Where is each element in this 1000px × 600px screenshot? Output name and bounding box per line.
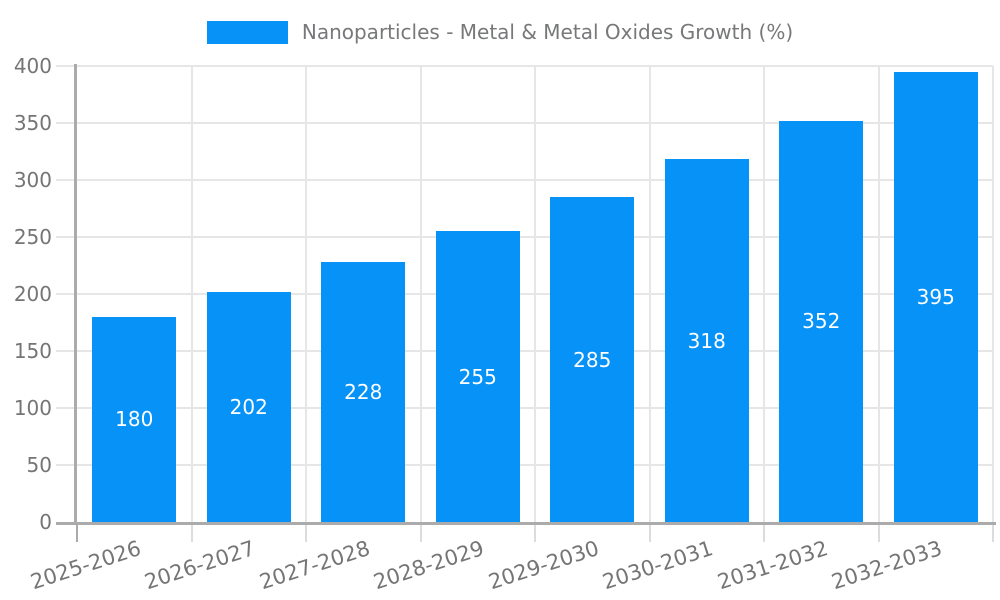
bar-value-label: 255 bbox=[458, 364, 497, 389]
gridline-vertical bbox=[419, 66, 422, 522]
y-axis-tick-label: 150 bbox=[13, 339, 52, 363]
x-axis-tick-label: 2026-2027 bbox=[141, 536, 259, 595]
bar-value-label: 285 bbox=[573, 347, 612, 372]
bar-2025-2026[interactable]: 180 bbox=[92, 316, 177, 522]
y-axis-tick-label: 300 bbox=[13, 168, 52, 192]
y-axis-tick-label: 350 bbox=[13, 111, 52, 135]
x-axis-tick-label: 2031-2032 bbox=[714, 536, 831, 595]
x-axis-tick bbox=[190, 525, 193, 542]
x-axis-tick bbox=[76, 525, 78, 542]
gridline-horizontal bbox=[56, 293, 993, 295]
x-axis-tick-label: 2025-2026 bbox=[27, 536, 144, 595]
x-axis-line bbox=[56, 522, 996, 525]
bar-value-label: 180 bbox=[115, 407, 154, 432]
x-axis-tick-label: 2027-2028 bbox=[256, 536, 373, 595]
bar-2030-2031[interactable]: 318 bbox=[664, 159, 749, 522]
bar-2026-2027[interactable]: 202 bbox=[206, 291, 291, 522]
bar-2028-2029[interactable]: 255 bbox=[435, 231, 520, 522]
gridline-vertical bbox=[877, 66, 880, 522]
legend-label: Nanoparticles - Metal & Metal Oxides Gro… bbox=[301, 20, 794, 44]
x-axis-tick-label: 2032-2033 bbox=[828, 536, 946, 595]
x-axis-tick bbox=[419, 525, 422, 542]
bar-value-label: 228 bbox=[344, 380, 383, 405]
gridline-vertical bbox=[534, 66, 536, 522]
x-axis-tick bbox=[763, 525, 765, 542]
gridline-vertical bbox=[305, 66, 307, 522]
gridline-vertical bbox=[648, 66, 651, 522]
y-axis-tick-label: 50 bbox=[26, 453, 52, 477]
gridline-horizontal bbox=[56, 350, 993, 352]
gridline-horizontal bbox=[56, 122, 993, 124]
x-axis-tick bbox=[305, 525, 307, 542]
bar-2027-2028[interactable]: 228 bbox=[321, 262, 406, 522]
gridline-horizontal bbox=[56, 464, 993, 466]
bar-2032-2033[interactable]: 395 bbox=[893, 71, 978, 522]
y-axis-line bbox=[74, 64, 77, 522]
x-axis-tick bbox=[648, 525, 651, 542]
x-axis-tick-label: 2029-2030 bbox=[485, 536, 602, 595]
gridline-horizontal bbox=[56, 236, 993, 238]
x-axis-tick bbox=[992, 525, 994, 542]
gridline-horizontal bbox=[56, 65, 993, 67]
bar-2029-2030[interactable]: 285 bbox=[550, 197, 635, 522]
x-axis-tick bbox=[877, 525, 880, 542]
y-axis-tick-label: 200 bbox=[13, 282, 52, 306]
bar-value-label: 352 bbox=[802, 309, 841, 334]
y-axis-tick-label: 100 bbox=[13, 396, 52, 420]
bar-2031-2032[interactable]: 352 bbox=[779, 120, 864, 522]
gridline-horizontal bbox=[56, 407, 993, 409]
gridline-vertical bbox=[190, 66, 193, 522]
gridline-vertical bbox=[763, 66, 765, 522]
y-axis-tick-label: 400 bbox=[13, 54, 52, 78]
x-axis-tick bbox=[534, 525, 536, 542]
bar-value-label: 395 bbox=[916, 284, 955, 309]
x-axis-tick-label: 2030-2031 bbox=[599, 536, 717, 595]
bar-value-label: 202 bbox=[229, 394, 268, 419]
gridline-vertical bbox=[992, 66, 994, 522]
y-axis-tick-label: 250 bbox=[13, 225, 52, 249]
bar-value-label: 318 bbox=[687, 328, 726, 353]
legend-swatch bbox=[206, 20, 288, 44]
x-axis-tick-label: 2028-2029 bbox=[370, 536, 488, 595]
legend[interactable]: Nanoparticles - Metal & Metal Oxides Gro… bbox=[0, 20, 1000, 44]
y-axis-tick-label: 0 bbox=[39, 510, 52, 534]
gridline-horizontal bbox=[56, 179, 993, 181]
